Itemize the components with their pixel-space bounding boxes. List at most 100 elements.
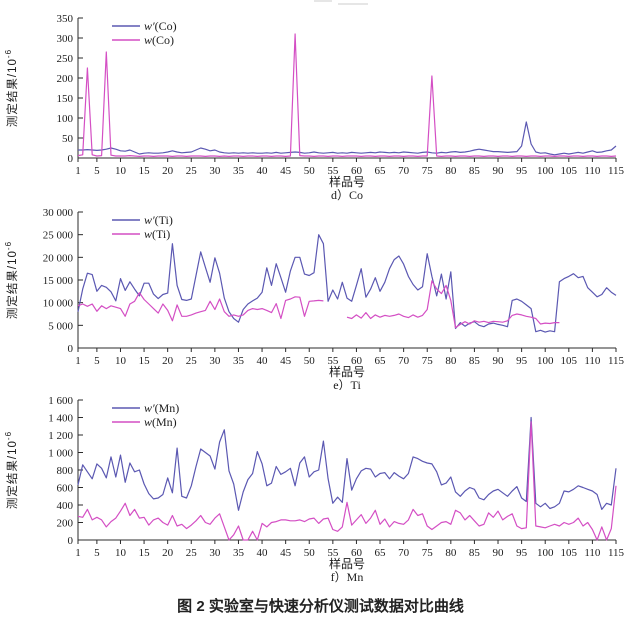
x-tick-label: 105 [561,165,578,177]
y-tick-label: 15 000 [43,275,74,287]
x-tick-label: 55 [327,547,339,559]
x-tick-label: 30 [209,547,221,559]
y-tick-label: 0 [68,535,74,547]
series-line-w(Mn) [77,421,617,541]
legend-label: w′(Ti) [144,213,173,227]
x-tick-label: 115 [608,547,625,559]
x-tick-label: 110 [584,547,601,559]
y-axis-title: 测定结果/10-6 [4,431,19,509]
y-tick-label: 400 [57,500,74,512]
y-tick-label: 25 000 [43,230,74,242]
x-tick-label: 95 [516,355,528,367]
x-tick-label: 50 [304,355,316,367]
x-tick-label: 80 [445,165,457,177]
x-tick-label: 25 [186,165,198,177]
figure-caption: 图 2 实验室与快速分析仪测试数据对比曲线 [177,598,464,615]
x-tick-label: 15 [139,165,151,177]
subplot-caption: d）Co [331,188,363,202]
x-axis-title: 样品号 [329,364,365,379]
x-tick-label: 45 [280,547,292,559]
y-tick-label: 350 [57,13,74,25]
x-tick-label: 55 [327,165,339,177]
y-tick-label: 800 [57,465,74,477]
legend-label: w′(Co) [144,19,177,33]
x-tick-label: 90 [493,165,505,177]
x-axis-title: 样品号 [329,556,365,571]
legend-label: w(Co) [144,33,174,47]
x-tick-label: 1 [75,547,81,559]
y-tick-label: 20 000 [43,252,74,264]
x-tick-label: 70 [398,547,410,559]
x-tick-label: 75 [422,355,434,367]
x-tick-label: 40 [257,547,269,559]
x-tick-label: 85 [469,547,481,559]
x-tick-label: 85 [469,355,481,367]
legend-label: w(Ti) [144,227,170,241]
x-tick-label: 40 [257,355,269,367]
x-tick-label: 45 [280,165,292,177]
x-tick-label: 110 [584,355,601,367]
x-tick-label: 10 [115,355,127,367]
x-tick-label: 35 [233,165,245,177]
x-tick-label: 80 [445,547,457,559]
x-tick-label: 70 [398,355,410,367]
y-tick-label: 1 600 [48,395,73,407]
x-tick-label: 100 [537,355,554,367]
x-axis-title: 样品号 [329,174,365,189]
x-tick-label: 65 [375,355,387,367]
x-tick-label: 5 [94,165,100,177]
series-line-w(Co) [77,33,617,157]
x-tick-label: 105 [561,355,578,367]
cropped-caption-remnant [296,0,386,6]
legend-label: w′(Mn) [144,401,179,415]
y-tick-label: 250 [57,53,74,65]
x-tick-label: 50 [304,165,316,177]
x-tick-label: 15 [139,547,151,559]
series-line-w′(Mn) [77,416,617,511]
x-tick-label: 65 [375,165,387,177]
legend-label: w(Mn) [144,415,177,429]
y-tick-label: 100 [57,113,74,125]
y-axis-title: 测定结果/10-6 [4,241,19,319]
x-tick-label: 105 [561,547,578,559]
x-tick-label: 30 [209,355,221,367]
y-axis-title: 测定结果/10-6 [4,49,19,127]
x-tick-label: 40 [257,165,269,177]
x-tick-label: 1 [75,355,81,367]
y-tick-label: 0 [68,153,74,165]
series-line-w(Ti) [77,280,560,329]
series-line-w′(Co) [78,121,617,156]
x-tick-label: 50 [304,547,316,559]
x-tick-label: 5 [94,547,100,559]
x-tick-label: 1 [75,165,81,177]
x-tick-label: 85 [469,165,481,177]
x-tick-label: 95 [516,165,528,177]
remnant-mark [314,0,332,2]
x-tick-label: 55 [327,355,339,367]
y-tick-label: 0 [68,343,74,355]
x-tick-label: 25 [186,547,198,559]
x-tick-label: 115 [608,355,625,367]
remnant-mark [338,3,368,5]
x-tick-label: 35 [233,355,245,367]
x-tick-label: 80 [445,355,457,367]
y-tick-label: 1 400 [48,413,73,425]
x-tick-label: 60 [351,547,363,559]
subplot-caption: e）Ti [333,378,361,390]
x-tick-label: 30 [209,165,221,177]
y-tick-label: 10 000 [43,298,74,310]
x-tick-label: 45 [280,355,292,367]
y-tick-label: 1 200 [48,430,73,442]
y-tick-label: 5 000 [48,320,73,332]
x-tick-label: 75 [422,165,434,177]
x-tick-label: 20 [162,355,174,367]
x-tick-label: 10 [115,165,127,177]
chart-stack: 0 50 100 150 200 250 300 350 1 5 10 15 20 25 30 35 40 45 5… [0,6,641,586]
x-tick-label: 115 [608,165,625,177]
x-tick-label: 60 [351,355,363,367]
x-tick-label: 70 [398,165,410,177]
